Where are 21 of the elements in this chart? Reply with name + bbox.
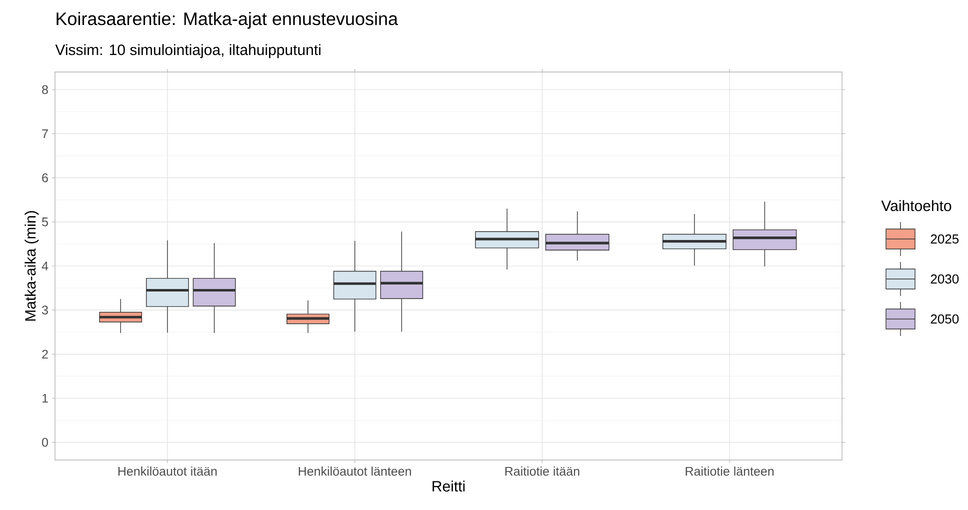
x-tick-label: Henkilöautot länteen bbox=[298, 466, 411, 476]
y-tick-label: 0 bbox=[42, 438, 48, 447]
chart-title: Koirasaarentie: Matka-ajat ennustevuosina bbox=[56, 12, 398, 29]
x-axis-title: Reitti bbox=[432, 480, 465, 492]
x-tick-label: Henkilöautot itään bbox=[118, 466, 217, 476]
legend-title: Vaihtoehto bbox=[881, 200, 952, 212]
legend-label: 2050 bbox=[930, 314, 959, 324]
y-tick-label: 5 bbox=[42, 218, 48, 226]
y-tick-label: 7 bbox=[42, 129, 48, 138]
y-tick-label: 1 bbox=[42, 394, 48, 403]
y-tick-label: 8 bbox=[42, 85, 48, 94]
y-tick-label: 4 bbox=[42, 262, 48, 270]
legend-label: 2025 bbox=[930, 234, 959, 244]
chart-subtitle: Vissim: 10 simulointiajoa, iltahuipputunti bbox=[55, 44, 320, 58]
legend-label: 2030 bbox=[930, 274, 959, 284]
y-tick-label: 2 bbox=[42, 350, 48, 359]
y-tick-label: 3 bbox=[42, 306, 48, 315]
y-tick-label: 6 bbox=[42, 173, 48, 182]
y-axis-title: Matka-aika (min) bbox=[24, 211, 39, 321]
x-tick-label: Raitiotie länteen bbox=[686, 466, 774, 476]
x-tick-label: Raitiotie itään bbox=[505, 466, 580, 476]
